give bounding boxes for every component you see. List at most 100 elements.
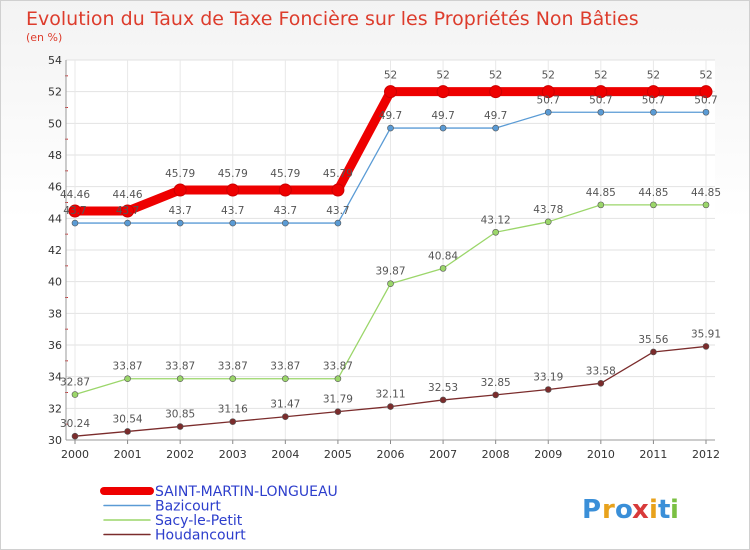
data-point <box>597 201 605 209</box>
data-point <box>176 219 184 227</box>
data-label: 33.58 <box>586 365 616 377</box>
x-tick-label: 2003 <box>219 448 247 461</box>
data-point <box>650 108 657 116</box>
y-tick-label: 44 <box>48 212 62 225</box>
logo-letter: o <box>615 495 633 525</box>
x-tick-label: 2008 <box>482 448 510 461</box>
x-tick-label: 2002 <box>166 448 194 461</box>
legend-label: Houdancourt <box>155 528 246 544</box>
data-label: 52 <box>384 70 397 82</box>
data-label: 45.79 <box>218 168 248 180</box>
data-point <box>436 85 450 99</box>
data-label: 43.7 <box>221 205 244 217</box>
data-label: 31.79 <box>323 394 353 406</box>
data-label: 45.79 <box>270 168 300 180</box>
y-tick-label: 50 <box>48 117 62 130</box>
data-point <box>387 403 394 410</box>
data-point <box>173 183 187 197</box>
data-point <box>387 124 394 132</box>
data-label: 49.7 <box>484 110 507 122</box>
x-tick-label: 2004 <box>271 448 299 461</box>
y-tick-label: 38 <box>48 307 62 320</box>
data-label: 50.7 <box>537 94 560 106</box>
data-label: 52 <box>542 70 555 82</box>
data-point <box>278 183 292 197</box>
logo-letter: t <box>658 495 670 525</box>
data-point <box>176 423 184 430</box>
data-point <box>492 228 499 236</box>
data-point <box>387 280 394 288</box>
data-point <box>699 85 713 99</box>
data-point <box>229 219 237 227</box>
data-point <box>650 348 657 356</box>
data-label: 33.87 <box>165 361 195 373</box>
data-point <box>229 418 237 425</box>
data-point <box>439 265 447 272</box>
data-label: 40.84 <box>428 250 458 262</box>
data-point <box>544 108 552 116</box>
data-point <box>71 432 79 440</box>
y-tick-label: 36 <box>48 339 62 352</box>
data-point <box>71 391 79 398</box>
data-label: 30.85 <box>165 409 195 421</box>
chart-title: Evolution du Taux de Taxe Foncière sur l… <box>26 8 639 30</box>
legend: SAINT-MARTIN-LONGUEAUBazicourtSacy-le-Pe… <box>100 484 338 544</box>
x-tick-label: 2006 <box>377 448 405 461</box>
data-point <box>702 201 710 209</box>
data-point <box>650 201 657 209</box>
data-point <box>702 108 710 116</box>
data-label: 39.87 <box>375 266 405 278</box>
data-point <box>282 219 289 227</box>
data-label: 44.46 <box>60 189 90 201</box>
data-point <box>124 375 131 383</box>
data-label: 43.7 <box>274 205 297 217</box>
data-label: 32.85 <box>481 377 511 389</box>
y-tick-label: 54 <box>48 54 62 67</box>
logo-letter: x <box>632 495 649 525</box>
x-tick-label: 2000 <box>61 448 89 461</box>
data-point <box>489 85 503 99</box>
data-point <box>124 428 131 435</box>
data-label: 44.46 <box>113 189 143 201</box>
data-point <box>331 183 345 197</box>
data-label: 45.79 <box>165 168 195 180</box>
x-tick-label: 2011 <box>639 448 667 461</box>
data-label: 50.7 <box>589 94 612 106</box>
data-label: 35.91 <box>691 328 721 340</box>
data-point <box>226 183 240 197</box>
axes: 30 32 34 36 38 40 42 44 46 48 50 52 54 2000 2001 2002 20… <box>48 54 720 461</box>
y-tick-label: 42 <box>48 244 62 257</box>
data-label: 43.7 <box>63 205 86 217</box>
data-point <box>334 408 342 415</box>
data-point <box>544 386 552 393</box>
data-label: 30.54 <box>113 413 143 425</box>
data-point <box>594 85 608 99</box>
data-label: 31.16 <box>218 404 248 416</box>
data-point <box>702 343 710 350</box>
data-point <box>334 375 342 383</box>
legend-label: SAINT-MARTIN-LONGUEAU <box>155 484 338 500</box>
data-label: 30.24 <box>60 418 90 430</box>
data-label: 33.87 <box>218 361 248 373</box>
logo-letter: P <box>582 495 601 525</box>
data-label: 49.7 <box>431 110 454 122</box>
data-label: 32.87 <box>60 377 90 389</box>
data-point <box>71 219 79 227</box>
data-label: 43.7 <box>116 205 139 217</box>
x-tick-label: 2001 <box>114 448 142 461</box>
data-point <box>282 375 289 383</box>
y-tick-label: 48 <box>48 149 62 162</box>
logo-letter: r <box>602 495 615 525</box>
x-tick-label: 2005 <box>324 448 352 461</box>
data-label: 43.78 <box>533 204 563 216</box>
data-point <box>439 124 447 132</box>
data-label: 43.12 <box>481 214 511 226</box>
logo-letter: i <box>670 495 679 525</box>
data-label: 50.7 <box>642 94 665 106</box>
data-point <box>646 85 660 99</box>
data-label: 52 <box>489 70 502 82</box>
data-label: 33.87 <box>113 361 143 373</box>
y-tick-label: 46 <box>48 181 62 194</box>
data-point <box>334 219 342 227</box>
